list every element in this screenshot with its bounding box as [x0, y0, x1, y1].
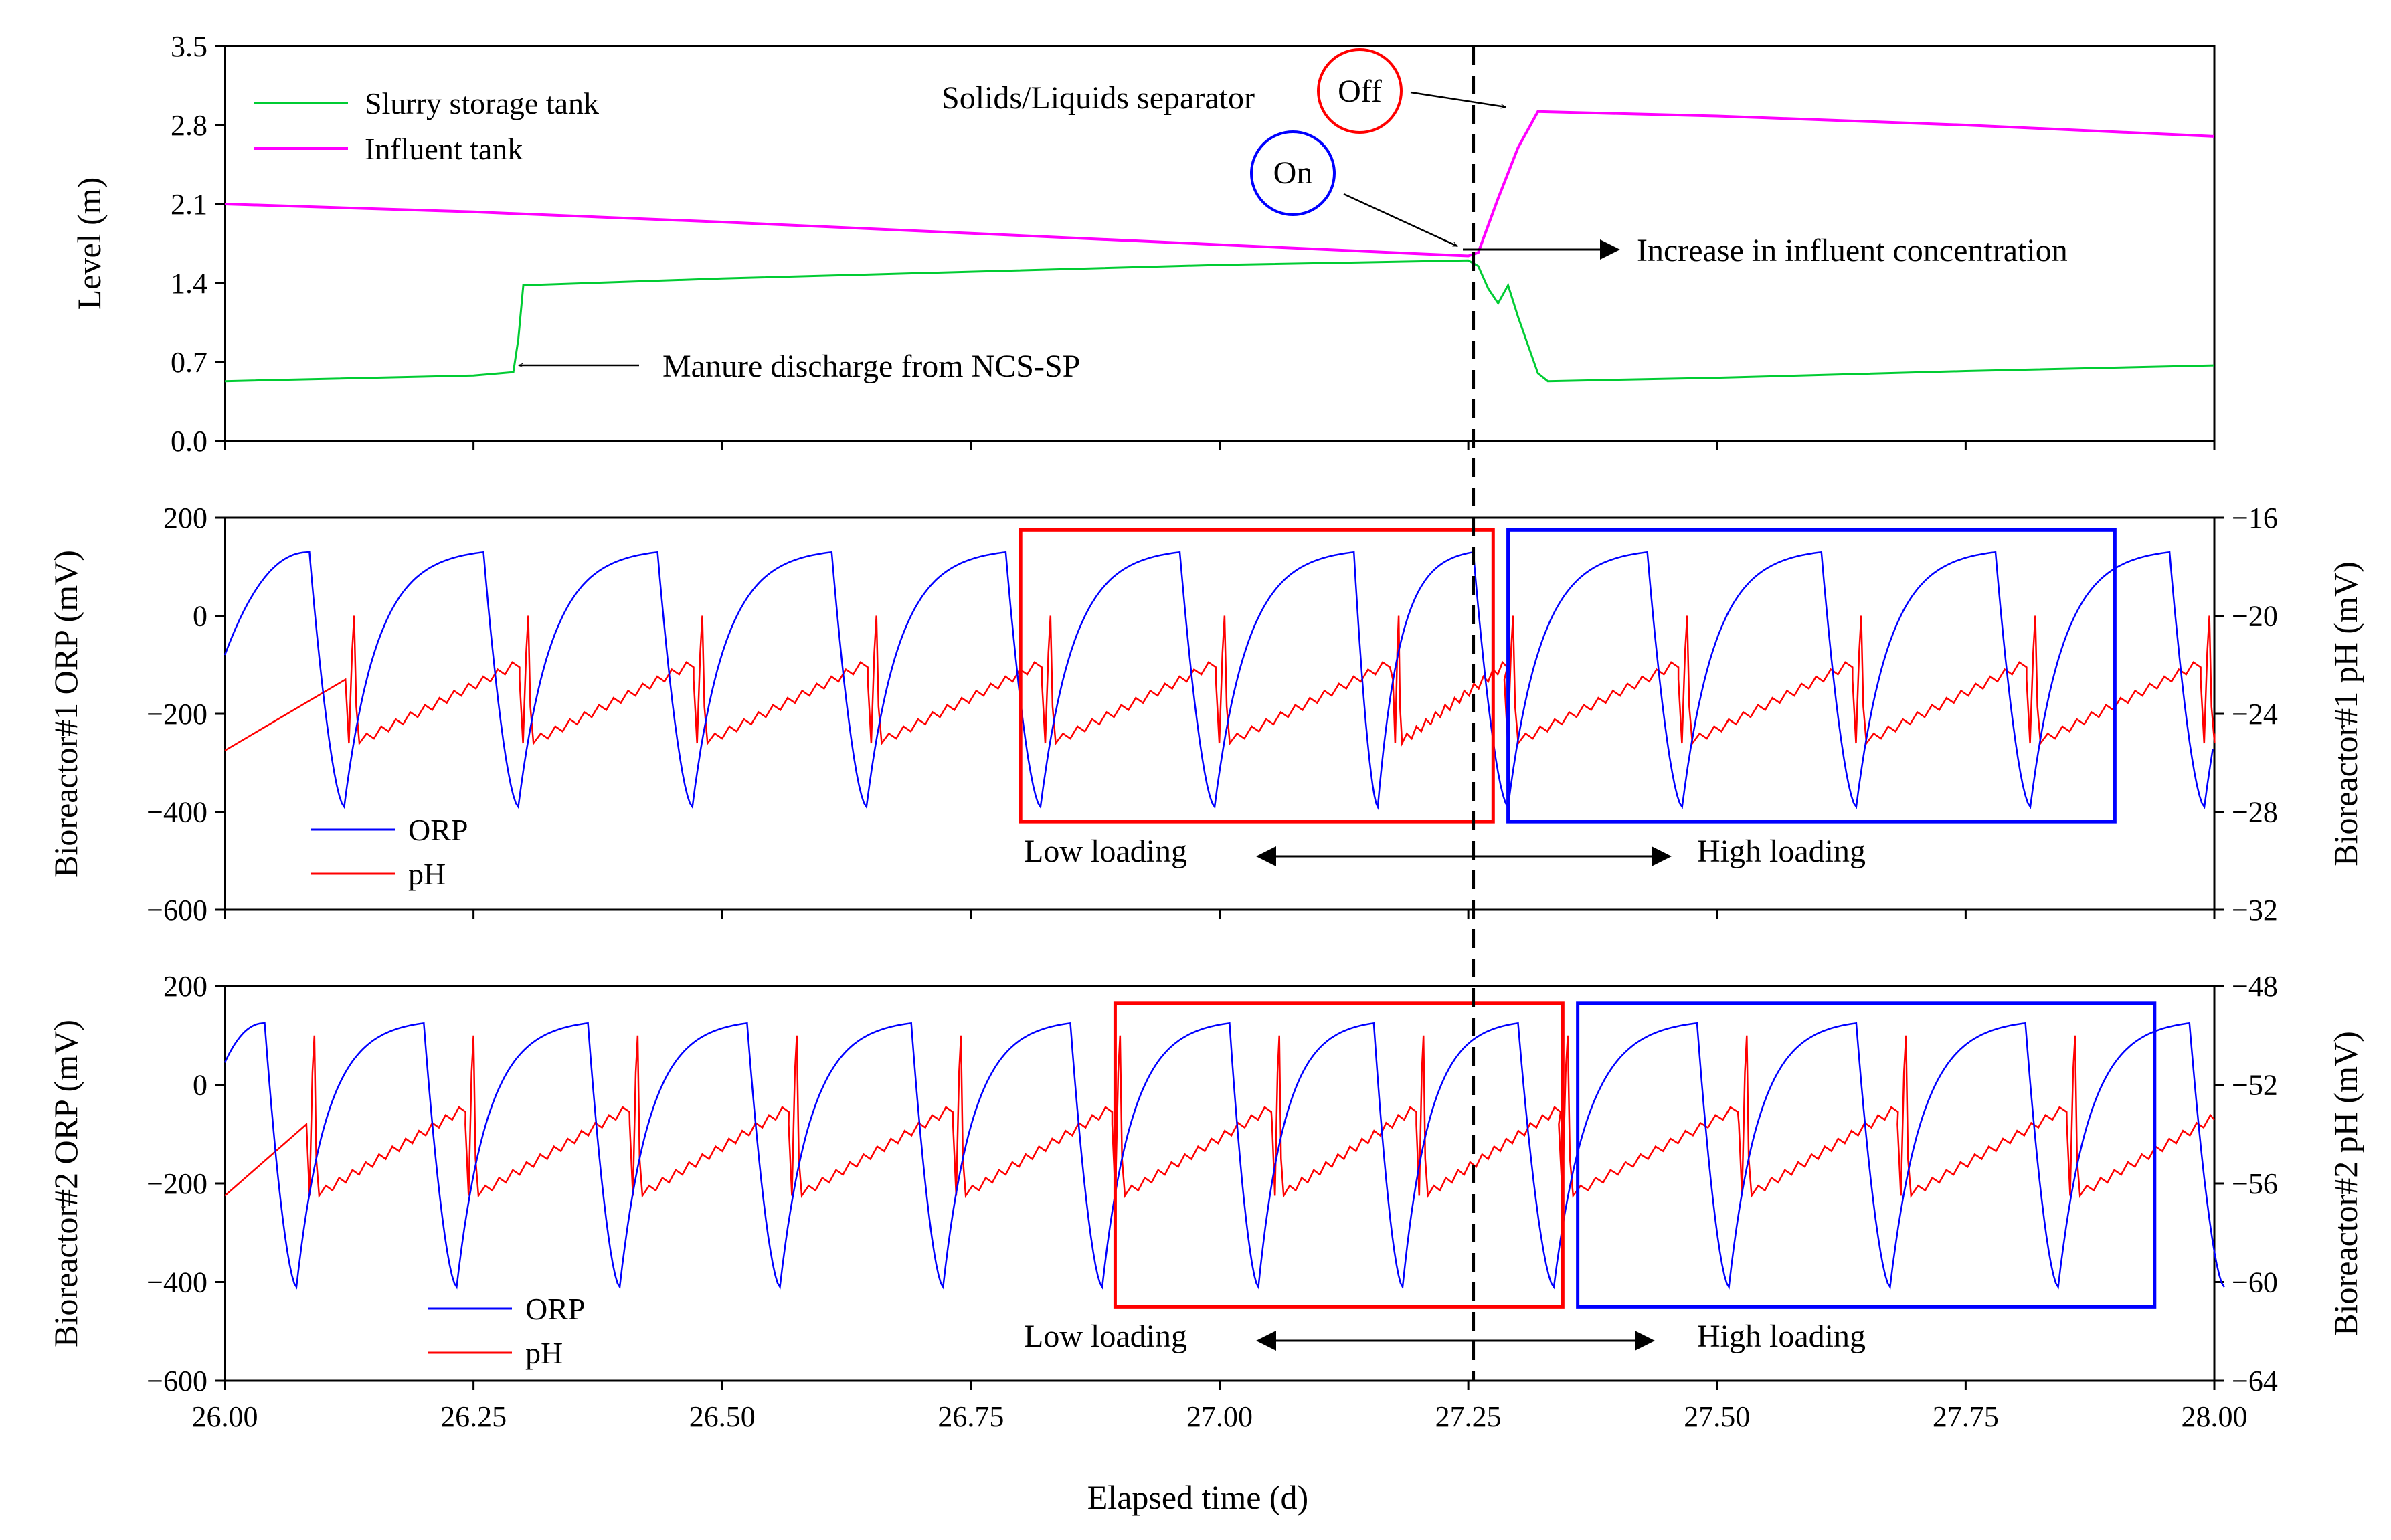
y-right-tick-label: −24: [2232, 698, 2278, 731]
bioreactor2-y-right-axis-title: Bioreactor#2 pH (mV): [2327, 1031, 2364, 1335]
bioreactor1-series: [224, 551, 2216, 810]
bioreactor1-y-right-axis-title: Bioreactor#1 pH (mV): [2327, 561, 2364, 866]
y-tick-label: 200: [163, 502, 207, 535]
x-tick-label: 26.50: [689, 1400, 756, 1433]
bioreactor1-loading-boxes: [1019, 528, 2117, 824]
y-right-tick-label: −28: [2232, 796, 2278, 829]
y-tick-label: −600: [147, 894, 207, 927]
y-tick-label: −400: [147, 796, 207, 829]
y-right-tick-label: −32: [2232, 894, 2278, 927]
annot-separator: Solids/Liquids separator: [942, 80, 1255, 116]
y-tick-label: 2.1: [171, 188, 207, 221]
annot-off: Off: [1338, 74, 1382, 109]
x-tick-label: 27.50: [1684, 1400, 1750, 1433]
y-right-tick-label: −48: [2232, 970, 2278, 1003]
y-tick-label: −200: [147, 698, 207, 731]
low-loading-box: [1019, 528, 1495, 824]
off-circle: [1317, 48, 1403, 134]
on-circle: [1250, 130, 1336, 216]
bioreactor2-panel: 26.00 26.25 26.50 26.75 27.00 27.25 27.50 27.75…: [47, 970, 2364, 1433]
slurry-storage-line: [224, 259, 2215, 383]
x-axis-title: Elapsed time (d): [1087, 1478, 1308, 1516]
y-tick-label: 3.5: [171, 30, 207, 63]
y-tick-label: −600: [147, 1365, 207, 1398]
bioreactor1-y-right-ticks: −16 −20 −24 −28 −32: [2214, 502, 2278, 927]
x-tick-label: 27.75: [1933, 1400, 1999, 1433]
y-right-tick-label: −64: [2232, 1365, 2278, 1398]
y-tick-label: 0.0: [171, 425, 207, 458]
low-loading-box: [1113, 1001, 1565, 1309]
level-y-ticks: 0.0 0.7 1.4 2.1 2.8 3.5: [171, 30, 225, 458]
level-x-ticks: [224, 441, 2216, 450]
y-tick-label: 0: [193, 1069, 207, 1102]
y-right-tick-label: −52: [2232, 1069, 2278, 1102]
on-arrow: [1343, 193, 1457, 248]
y-right-tick-label: −60: [2232, 1266, 2278, 1299]
y-tick-label: −400: [147, 1266, 207, 1299]
low-loading-label-2: Low loading: [1024, 1319, 1187, 1354]
high-loading-box: [1576, 1001, 2157, 1309]
y-right-tick-label: −56: [2232, 1167, 2278, 1200]
y-right-tick-label: −16: [2232, 502, 2278, 535]
bioreactor1-x-ticks: [224, 910, 2216, 919]
y-tick-label: 0.7: [171, 346, 207, 379]
bioreactor2-y-ticks: 200 0 −200 −400 −600: [147, 970, 225, 1398]
bioreactor2-x-ticks: 26.00 26.25 26.50 26.75 27.00 27.25 27.50 27.75…: [192, 1381, 2248, 1433]
legend-label-ph-1: pH: [408, 857, 446, 891]
bioreactor2-plot-frame: [224, 985, 2216, 1382]
legend-label-ph-2: pH: [525, 1336, 563, 1370]
x-tick-label: 27.00: [1186, 1400, 1253, 1433]
bioreactor2-y-axis-title: Bioreactor#2 ORP (mV): [47, 1020, 84, 1347]
bioreactor1-y-ticks: 200 0 −200 −400 −600: [147, 502, 225, 927]
y-right-tick-label: −20: [2232, 600, 2278, 633]
x-tick-label: 26.00: [192, 1400, 258, 1433]
bioreactor1-panel: 200 0 −200 −400 −600 −16 −20 −24 −28 −32 Bioreac…: [47, 502, 2364, 927]
x-tick-label: 27.25: [1435, 1400, 1502, 1433]
legend-label-slurry: Slurry storage tank: [365, 86, 599, 120]
x-tick-label: 26.75: [938, 1400, 1004, 1433]
x-tick-label: 26.25: [440, 1400, 507, 1433]
bioreactor2-series: [224, 1022, 2225, 1290]
ph-line: [224, 1035, 2215, 1199]
high-loading-label-2: High loading: [1697, 1319, 1866, 1354]
high-loading-box: [1506, 528, 2117, 824]
y-tick-label: 2.8: [171, 109, 207, 142]
legend-label-orp-2: ORP: [525, 1292, 585, 1326]
orp-line: [224, 551, 2214, 810]
y-tick-label: 1.4: [171, 267, 207, 300]
annot-manure: Manure discharge from NCS-SP: [662, 349, 1080, 384]
level-y-axis-title: Level (m): [70, 177, 108, 310]
bioreactor1-y-axis-title: Bioreactor#1 ORP (mV): [47, 550, 84, 878]
y-tick-label: 0: [193, 600, 207, 633]
ph-line: [224, 615, 2216, 751]
y-tick-label: −200: [147, 1167, 207, 1200]
bioreactor2-y-right-ticks: −48 −52 −56 −60 −64: [2214, 970, 2278, 1398]
low-loading-label-1: Low loading: [1024, 834, 1187, 869]
high-loading-label-1: High loading: [1697, 834, 1866, 869]
legend-label-influent: Influent tank: [365, 132, 523, 166]
orp-line: [224, 1022, 2225, 1290]
annot-on: On: [1273, 155, 1313, 191]
off-arrow: [1410, 91, 1506, 107]
bioreactor2-loading-boxes: [1113, 1001, 2157, 1309]
annot-increase: Increase in influent concentration: [1637, 233, 2068, 268]
level-panel: 0.0 0.7 1.4 2.1 2.8 3.5 Level (m) Slurry stor…: [70, 30, 2216, 458]
x-tick-label: 28.00: [2182, 1400, 2248, 1433]
legend-label-orp-1: ORP: [408, 813, 468, 847]
y-tick-label: 200: [163, 970, 207, 1003]
